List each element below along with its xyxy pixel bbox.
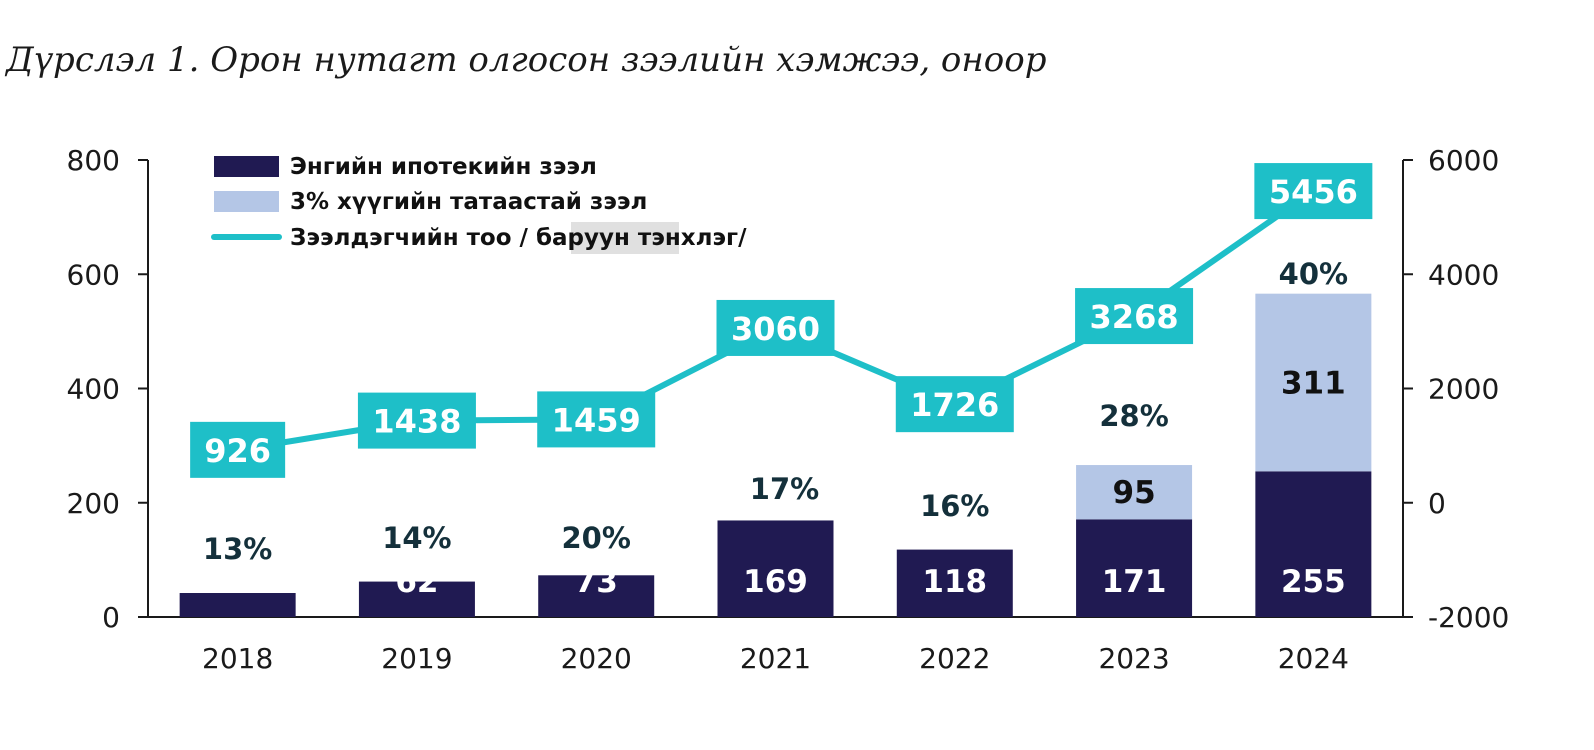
bar-regular	[358, 581, 475, 617]
bar-regular	[717, 520, 834, 617]
bar-subsidized-label: 95	[1113, 475, 1156, 511]
left-tick-label: 0	[102, 601, 120, 634]
line-point-badge	[716, 299, 835, 356]
line-point-label: 1726	[910, 386, 999, 424]
share-percent-label: 28%	[1099, 399, 1168, 433]
share-percent-label: 20%	[562, 521, 631, 555]
legend-label-subsidized: 3% хүүгийн татаастай зээл	[290, 189, 647, 215]
line-point-badge	[537, 391, 656, 448]
right-tick-label: 2000	[1428, 373, 1499, 406]
legend-swatch-subsidized	[214, 191, 279, 212]
x-tick-label: 2024	[1278, 642, 1349, 675]
bar-regular-label: 255	[1281, 564, 1346, 600]
legend-label-line: Зээлдэгчийн тоо / баруун тэнхлэг/	[290, 225, 747, 251]
bar-regular	[1255, 471, 1372, 617]
share-percent-label: 14%	[382, 521, 451, 555]
bar-regular-label: 169	[743, 564, 808, 600]
x-tick-label: 2022	[919, 642, 990, 675]
line-point-label: 5456	[1269, 173, 1358, 211]
right-tick-label: 6000	[1428, 144, 1499, 177]
right-tick-label: -2000	[1428, 601, 1509, 634]
share-percent-label: 16%	[920, 489, 989, 523]
legend-highlight	[571, 222, 679, 254]
line-point-badge	[190, 421, 286, 478]
x-tick-label: 2020	[561, 642, 632, 675]
left-tick-label: 800	[67, 144, 120, 177]
left-tick-label: 400	[67, 373, 120, 406]
share-percent-label: 40%	[1279, 257, 1348, 291]
bar-subsidized	[1076, 465, 1193, 520]
share-percent-label: 17%	[750, 472, 819, 506]
left-tick-label: 200	[67, 487, 120, 520]
legend-line-part3: тэнхлэг/	[630, 225, 747, 251]
legend-swatch-regular	[214, 156, 279, 177]
left-tick-label: 600	[67, 258, 120, 291]
chart-title: Дүрслэл 1. Орон нутагт олгосон зээлийн х…	[6, 40, 1047, 80]
line-point-badge	[357, 392, 476, 449]
legend-line-part1: Зээлдэгчийн тоо /	[290, 225, 536, 251]
bar-subsidized	[1255, 293, 1372, 472]
x-tick-label: 2021	[740, 642, 811, 675]
axes: 0 200 400 600 800 -2000 0 2000 4000 6000 2018 2019 2…	[67, 144, 1510, 675]
bar-regular-label: 73	[575, 564, 618, 600]
line-point-badge	[895, 376, 1014, 433]
line-point-label: 1459	[552, 401, 641, 439]
bar-regular	[179, 593, 296, 617]
borrowers-line: 926 1438 1459 3060 1726 3268 5456	[190, 163, 1373, 478]
bar-subsidized-label: 311	[1281, 366, 1346, 402]
line-point-label: 3268	[1090, 298, 1179, 336]
bar-regular	[538, 575, 655, 617]
bar-regular-label: 171	[1102, 564, 1167, 600]
legend: Энгийн ипотекийн зээл 3% хүүгийн татааст…	[211, 154, 747, 254]
bar-regular-label: 62	[395, 564, 438, 600]
legend-line-part2: баруун	[536, 225, 630, 251]
x-tick-label: 2019	[381, 642, 452, 675]
legend-label-regular: Энгийн ипотекийн зээл	[290, 154, 597, 180]
line-point-label: 926	[204, 432, 271, 470]
line-point-label: 1438	[372, 403, 461, 441]
bar-regular-label: 42	[216, 564, 259, 600]
bars: 42 62 73 169 118 171 95 255 311 13% 14% 20% 17% 16% 28…	[179, 257, 1372, 617]
line-point-badge	[1075, 288, 1194, 345]
line-point-badge	[1254, 163, 1373, 220]
bar-regular	[1076, 519, 1193, 617]
right-tick-label: 4000	[1428, 258, 1499, 291]
bar-regular	[896, 549, 1013, 617]
x-tick-label: 2018	[202, 642, 273, 675]
bar-regular-label: 118	[922, 564, 987, 600]
right-tick-label: 0	[1428, 487, 1446, 520]
x-tick-label: 2023	[1098, 642, 1169, 675]
share-percent-label: 13%	[203, 532, 272, 566]
line-point-label: 3060	[731, 310, 820, 348]
